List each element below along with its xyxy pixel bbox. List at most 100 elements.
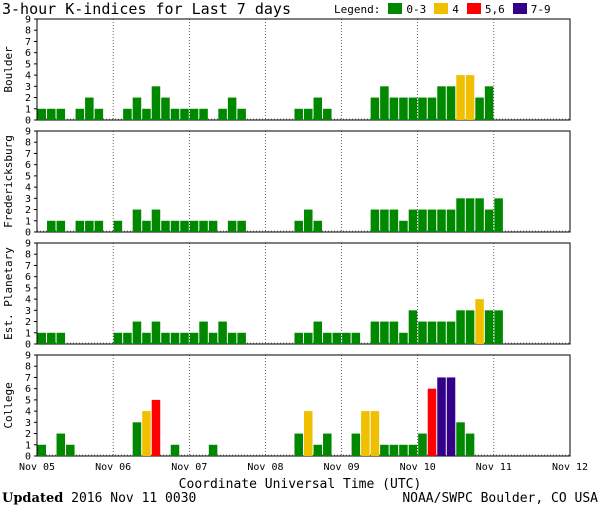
y-tick-label: 0 — [25, 116, 31, 127]
k-index-bar — [227, 97, 237, 120]
k-index-bar — [142, 332, 151, 344]
k-index-bar — [304, 411, 313, 456]
y-tick-label: 3 — [25, 418, 31, 429]
k-index-bar — [170, 444, 180, 456]
k-index-bar — [494, 198, 503, 232]
k-index-bar — [132, 422, 142, 456]
k-index-bar — [484, 209, 494, 232]
y-tick-label: 4 — [25, 295, 31, 306]
x-tick-label: Nov 12 — [552, 462, 588, 473]
y-tick-label: 1 — [25, 104, 31, 115]
k-index-bar — [484, 86, 494, 120]
k-index-bar — [170, 332, 180, 344]
legend-item-label: 7-9 — [530, 3, 551, 16]
k-index-bar — [494, 310, 503, 344]
k-index-bar — [294, 108, 303, 120]
y-tick-label: 5 — [25, 283, 31, 294]
legend-item-quiet: 0-3 — [388, 3, 426, 16]
legend-item-label: 4 — [452, 3, 459, 16]
k-index-bar — [313, 444, 323, 456]
k-index-chart: 0123456789Boulder0123456789Fredericksbur… — [2, 15, 588, 474]
k-index-bar — [427, 321, 437, 344]
legend-swatch-green — [388, 3, 403, 14]
k-index-bar — [399, 444, 408, 456]
k-index-bar — [47, 332, 56, 344]
k-index-bar — [47, 108, 56, 120]
x-tick-label: Nov 10 — [400, 462, 436, 473]
y-tick-label: 6 — [25, 384, 31, 395]
k-index-bar — [446, 209, 456, 232]
credit-text: NOAA/SWPC Boulder, CO USA — [402, 491, 598, 506]
k-index-bar — [456, 310, 465, 344]
k-index-bar — [427, 209, 437, 232]
k-index-bar — [189, 332, 199, 344]
k-index-bar — [142, 108, 151, 120]
k-index-bar — [151, 399, 161, 456]
k-index-bar — [294, 332, 303, 344]
k-index-bar — [66, 444, 75, 456]
k-index-bar — [56, 433, 66, 456]
k-index-bar — [218, 108, 227, 120]
legend-swatch-red — [466, 3, 481, 14]
k-index-bar — [237, 108, 246, 120]
k-index-bar — [123, 108, 132, 120]
x-tick-label: Nov 09 — [324, 462, 360, 473]
y-tick-label: 2 — [25, 317, 31, 328]
k-index-bar — [389, 97, 399, 120]
k-index-bar — [208, 220, 218, 232]
legend-item-active: 4 — [434, 3, 459, 16]
k-index-bar — [313, 97, 323, 120]
panel-label: Est. Planetary — [2, 247, 15, 340]
k-index-bar — [380, 209, 389, 232]
k-index-bar — [456, 75, 465, 120]
y-tick-label: 7 — [25, 149, 31, 160]
k-index-bar — [437, 321, 446, 344]
y-tick-label: 9 — [25, 239, 31, 250]
y-tick-label: 6 — [25, 160, 31, 171]
y-tick-label: 8 — [25, 362, 31, 373]
k-index-bar — [370, 97, 380, 120]
y-tick-label: 2 — [25, 93, 31, 104]
k-index-bar — [170, 220, 180, 232]
k-index-bar — [85, 220, 94, 232]
y-tick-label: 6 — [25, 48, 31, 59]
k-index-bar — [199, 108, 208, 120]
legend-item-severe: 7-9 — [512, 3, 551, 16]
k-index-bar — [37, 444, 47, 456]
k-index-bar — [85, 97, 94, 120]
y-tick-label: 0 — [25, 340, 31, 351]
y-tick-label: 7 — [25, 37, 31, 48]
k-index-bar — [484, 310, 494, 344]
k-index-bar — [380, 86, 389, 120]
k-index-bar — [123, 332, 132, 344]
k-index-bar — [313, 321, 323, 344]
panel-label: Fredericksburg — [2, 135, 15, 228]
k-index-bar — [370, 411, 380, 456]
k-index-bar — [465, 198, 475, 232]
k-index-bar — [151, 86, 161, 120]
y-tick-label: 6 — [25, 272, 31, 283]
k-index-bar — [227, 332, 237, 344]
k-index-bar — [56, 220, 66, 232]
k-index-bar — [56, 332, 66, 344]
k-index-bar — [94, 108, 104, 120]
k-index-bar — [351, 332, 361, 344]
k-index-bar — [199, 321, 208, 344]
k-index-bar — [418, 209, 427, 232]
k-index-bar — [304, 209, 313, 232]
k-index-bar — [170, 108, 180, 120]
k-index-bar — [294, 433, 303, 456]
k-index-bar — [208, 444, 218, 456]
k-index-bar — [351, 433, 361, 456]
k-index-bar — [132, 97, 142, 120]
k-index-bar — [142, 220, 151, 232]
x-tick-label: Nov 07 — [171, 462, 207, 473]
chart-title: 3-hour K-indices for Last 7 days — [2, 0, 291, 18]
y-tick-label: 4 — [25, 407, 31, 418]
k-index-bar — [161, 220, 170, 232]
y-tick-label: 7 — [25, 373, 31, 384]
k-index-bar — [208, 332, 218, 344]
k-index-bar — [161, 97, 170, 120]
legend-label: Legend: — [334, 3, 381, 16]
k-index-bar — [94, 220, 104, 232]
